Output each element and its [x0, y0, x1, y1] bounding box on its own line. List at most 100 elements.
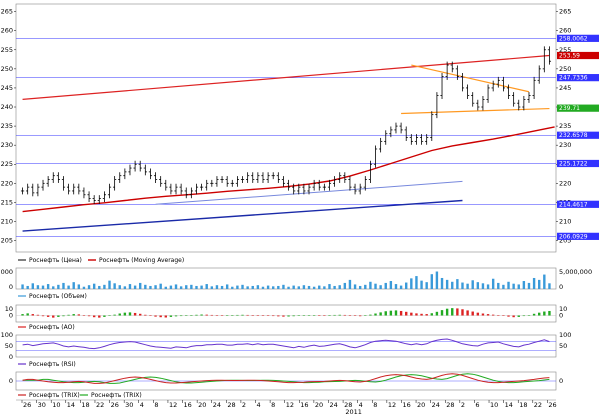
y-tick-label-right: 230: [559, 141, 571, 149]
ao-bar: [92, 315, 96, 318]
ao-bar: [108, 315, 111, 316]
volume-bar: [266, 285, 270, 289]
volume-bar: [77, 284, 81, 289]
ao-bar: [353, 315, 357, 316]
volume-bar: [415, 276, 418, 289]
volume-bar: [26, 285, 29, 289]
volume-bar: [440, 277, 444, 289]
ao-bar: [430, 313, 433, 316]
level-badge-label: 206.0929: [559, 233, 588, 240]
level-badge: [557, 200, 599, 208]
y-tick-label-left: 245: [1, 84, 13, 92]
volume-bar: [348, 279, 352, 289]
ao-bar: [36, 314, 40, 316]
volume-bar: [251, 285, 254, 289]
x-tick-label: 14: [67, 401, 75, 409]
rsi-tick-left: 50: [5, 342, 13, 350]
x-tick-label: 28: [227, 401, 235, 409]
rsi-tick-left: 100: [1, 331, 13, 339]
level-badge-label: 253.59: [559, 53, 580, 60]
legend-label-ao: Роснефть (AO): [29, 324, 75, 331]
ao-bar: [338, 314, 341, 316]
ao-bar: [236, 314, 239, 316]
ao-bar: [98, 315, 101, 318]
volume-bar: [502, 284, 505, 289]
x-tick-label: 18: [81, 401, 89, 409]
ao-bar: [415, 313, 418, 316]
volume-bar: [435, 271, 439, 289]
level-badge: [557, 104, 599, 112]
ao-bar: [466, 310, 469, 316]
volume-bar: [394, 284, 398, 289]
ao-bar: [67, 314, 70, 316]
ao-bar: [72, 314, 75, 316]
volume-bar: [497, 282, 500, 289]
ao-bar: [57, 315, 60, 317]
rsi-legend: Роснефть (RSI): [18, 361, 76, 368]
volume-bar: [420, 280, 423, 289]
volume-bar: [307, 285, 311, 289]
volume-bar: [205, 284, 208, 289]
y-tick-label-left: 205: [1, 237, 13, 245]
ao-bar: [456, 308, 459, 316]
x-tick-label: 14: [505, 401, 513, 409]
ao-bar: [507, 315, 510, 317]
volume-bar: [532, 277, 536, 289]
ao-bar: [77, 314, 81, 316]
ao-bar: [491, 314, 495, 316]
ao-bar: [471, 311, 474, 316]
ao-bar: [364, 315, 367, 316]
volume-bar: [149, 285, 152, 289]
ao-bar: [87, 315, 91, 317]
moving-average-line: [22, 126, 555, 213]
ao-bar: [139, 313, 142, 316]
x-tick-label: 30: [125, 401, 133, 409]
volume-bar: [144, 284, 147, 289]
volume-bar: [62, 282, 65, 289]
volume-bar: [405, 282, 408, 289]
x-tick-label: 12: [388, 401, 396, 409]
ao-bar: [225, 315, 229, 316]
volume-bar: [369, 281, 372, 289]
volume-bar: [87, 285, 91, 289]
volume-bar: [154, 285, 157, 289]
ao-bar: [512, 315, 515, 318]
volume-panel: 5,000,000 0 5,000,000 0: [0, 267, 592, 291]
ao-bar: [379, 312, 382, 316]
ao-bar: [517, 315, 520, 317]
ao-bar: [256, 315, 260, 316]
ao-bar: [128, 312, 132, 316]
ao-bar: [277, 315, 280, 317]
trix-line: [22, 373, 550, 384]
volume-bar: [113, 283, 116, 289]
volume-bar: [512, 283, 515, 289]
x-month-label: 2011: [345, 408, 362, 414]
volume-tick-left: 5,000,000: [0, 268, 13, 276]
volume-bar: [200, 285, 203, 289]
ao-bar: [394, 310, 398, 316]
ao-bar: [195, 314, 198, 316]
ao-bar: [358, 315, 362, 317]
ao-bar: [543, 311, 546, 316]
legend-label-rsi: Роснефть (RSI): [29, 361, 76, 368]
y-tick-label-right: 235: [559, 122, 571, 130]
volume-bar: [466, 283, 469, 289]
volume-bar: [527, 282, 531, 289]
volume-bar: [282, 284, 285, 289]
volume-bar: [139, 282, 142, 289]
x-tick-label: 16: [402, 401, 410, 409]
trend-blue-line: [22, 199, 463, 232]
volume-bar: [486, 284, 490, 289]
ao-bar: [272, 315, 275, 317]
ao-bar: [220, 315, 224, 316]
rsi-line: [22, 338, 550, 350]
y-tick-label-right: 260: [559, 27, 571, 35]
ao-bar: [481, 313, 485, 316]
volume-bar: [231, 286, 234, 289]
ao-bar: [389, 310, 393, 316]
volume-bar: [353, 284, 357, 289]
volume-frame: [15, 267, 557, 290]
ao-bar: [118, 313, 121, 316]
